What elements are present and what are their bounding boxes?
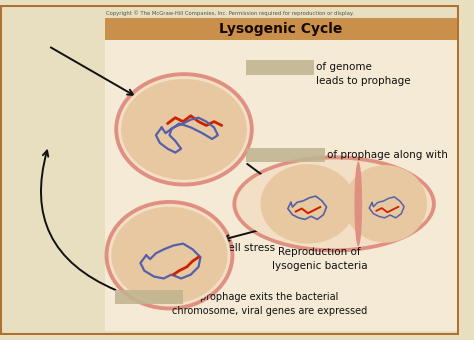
Ellipse shape xyxy=(118,76,250,183)
Ellipse shape xyxy=(121,79,247,180)
Ellipse shape xyxy=(261,164,356,243)
Ellipse shape xyxy=(232,155,436,252)
FancyBboxPatch shape xyxy=(115,290,183,304)
Ellipse shape xyxy=(344,165,427,243)
FancyBboxPatch shape xyxy=(246,59,314,75)
Ellipse shape xyxy=(114,72,254,186)
FancyBboxPatch shape xyxy=(246,148,325,162)
Text: of prophage along with
host genome: of prophage along with host genome xyxy=(328,150,448,174)
Text: Copyright © The McGraw-Hill Companies, Inc. Permission required for reproduction: Copyright © The McGraw-Hill Companies, I… xyxy=(106,10,354,16)
Text: Reproduction of
lysogenic bacteria: Reproduction of lysogenic bacteria xyxy=(272,248,367,271)
Text: Lysogenic Cycle: Lysogenic Cycle xyxy=(219,22,343,36)
Ellipse shape xyxy=(111,207,228,304)
FancyBboxPatch shape xyxy=(1,6,458,334)
Text: of genome
leads to prophage: of genome leads to prophage xyxy=(316,62,410,86)
Ellipse shape xyxy=(355,161,362,246)
Text: prophage exits the bacterial
chromosome, viral genes are expressed: prophage exits the bacterial chromosome,… xyxy=(172,292,367,316)
FancyBboxPatch shape xyxy=(105,18,457,40)
Ellipse shape xyxy=(237,159,432,249)
Text: Cell stress: Cell stress xyxy=(221,243,275,253)
Ellipse shape xyxy=(105,200,234,310)
FancyBboxPatch shape xyxy=(105,40,457,331)
Ellipse shape xyxy=(109,204,230,307)
